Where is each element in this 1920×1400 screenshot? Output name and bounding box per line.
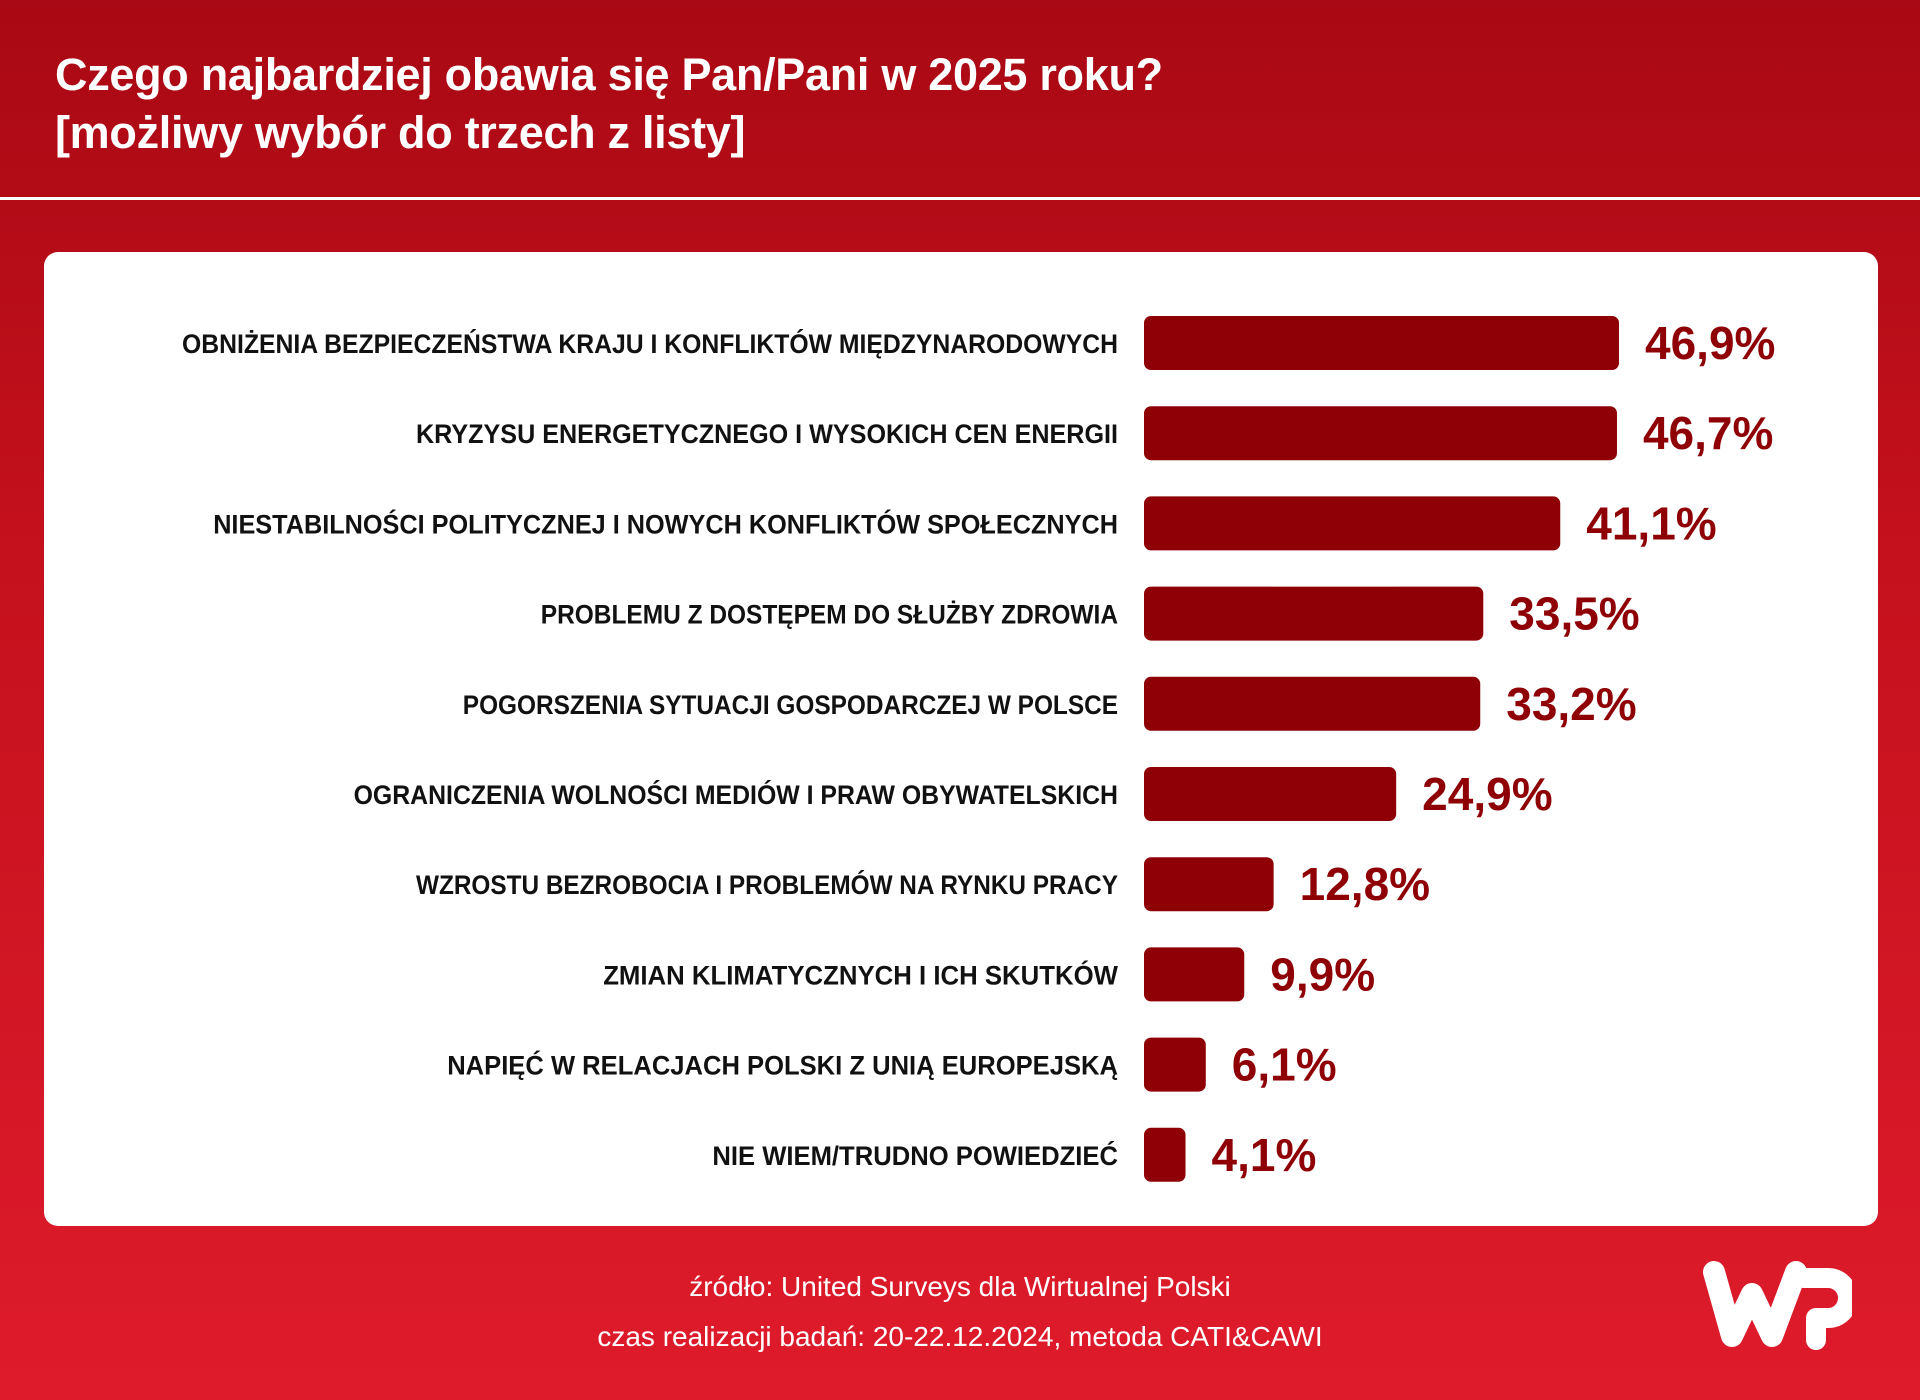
- category-label: OGRANICZENIA WOLNOŚCI MEDIÓW I PRAW OBYW…: [354, 779, 1118, 810]
- category-label: ZMIAN KLIMATYCZNYCH I ICH SKUTKÓW: [603, 959, 1118, 990]
- category-label: WZROSTU BEZROBOCIA I PROBLEMÓW NA RYNKU …: [416, 869, 1118, 900]
- category-label: KRYZYSU ENERGETYCZNEGO I WYSOKICH CEN EN…: [416, 419, 1118, 449]
- source-note: źródło: United Surveys dla Wirtualnej Po…: [689, 1271, 1231, 1302]
- value-label: 41,1%: [1586, 497, 1716, 549]
- bar: [1144, 676, 1481, 731]
- chart-title-line-2: [możliwy wybór do trzech z listy]: [55, 107, 746, 158]
- bar: [1144, 316, 1619, 370]
- value-label: 46,7%: [1643, 407, 1773, 459]
- chart-title-line-1: Czego najbardziej obawia się Pan/Pani w …: [55, 49, 1163, 100]
- wp-logo-icon: [1703, 1261, 1852, 1350]
- category-label: POGORSZENIA SYTUACJI GOSPODARCZEJ W POLS…: [463, 690, 1118, 720]
- category-label: NIE WIEM/TRUDNO POWIEDZIEĆ: [712, 1140, 1118, 1171]
- value-label: 33,2%: [1506, 678, 1636, 730]
- category-label: NIESTABILNOŚCI POLITYCZNEJ I NOWYCH KONF…: [213, 508, 1118, 539]
- value-label: 24,9%: [1422, 768, 1552, 820]
- bar: [1144, 947, 1245, 1002]
- bar: [1144, 496, 1561, 551]
- header-divider: [0, 197, 1920, 200]
- value-label: 12,8%: [1300, 858, 1430, 910]
- value-label: 9,9%: [1270, 948, 1375, 1000]
- category-label: PROBLEMU Z DOSTĘPEM DO SŁUŻBY ZDROWIA: [541, 600, 1118, 630]
- method-note: czas realizacji badań: 20-22.12.2024, me…: [597, 1321, 1323, 1352]
- bar: [1144, 406, 1617, 461]
- value-label: 33,5%: [1509, 588, 1639, 640]
- footer: źródło: United Surveys dla Wirtualnej Po…: [0, 1262, 1920, 1362]
- header: Czego najbardziej obawia się Pan/Pani w …: [0, 0, 1920, 198]
- bar: [1144, 1127, 1186, 1182]
- category-label: OBNIŻENIA BEZPIECZEŃSTWA KRAJU I KONFLIK…: [182, 328, 1118, 359]
- value-label: 46,9%: [1645, 317, 1775, 369]
- chart-title: Czego najbardziej obawia się Pan/Pani w …: [55, 46, 1163, 162]
- bar: [1144, 1037, 1206, 1092]
- bar: [1144, 767, 1397, 821]
- bar: [1144, 857, 1274, 912]
- chart-card: OBNIŻENIA BEZPIECZEŃSTWA KRAJU I KONFLIK…: [44, 252, 1878, 1226]
- bar-chart: OBNIŻENIA BEZPIECZEŃSTWA KRAJU I KONFLIK…: [182, 316, 1775, 1182]
- value-label: 6,1%: [1232, 1039, 1337, 1091]
- bar: [1144, 586, 1484, 641]
- category-label: NAPIĘĆ W RELACJACH POLSKI Z UNIĄ EUROPEJ…: [447, 1050, 1118, 1081]
- value-label: 4,1%: [1212, 1129, 1317, 1181]
